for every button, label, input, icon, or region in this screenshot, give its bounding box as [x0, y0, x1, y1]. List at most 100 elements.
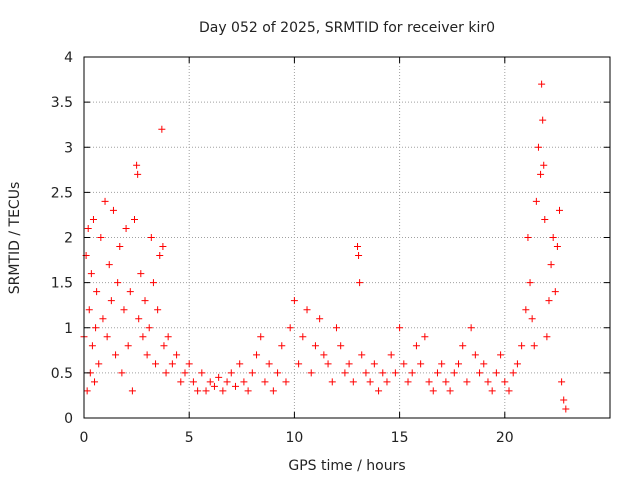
data-point	[375, 387, 383, 395]
data-point	[391, 369, 399, 377]
data-point	[425, 378, 433, 386]
data-point	[253, 351, 261, 359]
data-point	[341, 369, 349, 377]
data-point	[539, 116, 547, 124]
data-point	[455, 360, 463, 368]
x-tick-label: 15	[391, 430, 409, 446]
data-point	[545, 297, 553, 305]
data-point	[459, 342, 467, 350]
data-point	[358, 351, 366, 359]
data-point	[463, 378, 471, 386]
data-point	[92, 324, 100, 332]
data-point	[269, 387, 277, 395]
data-point	[316, 315, 324, 323]
data-point	[412, 342, 420, 350]
data-point	[337, 342, 345, 350]
data-point	[396, 324, 404, 332]
data-point	[354, 243, 362, 251]
data-point	[295, 360, 303, 368]
y-tick-label: 2	[64, 231, 73, 247]
data-point	[149, 279, 157, 287]
data-point	[105, 261, 113, 269]
data-point	[553, 243, 561, 251]
data-point	[558, 378, 566, 386]
data-point	[532, 197, 540, 205]
data-point	[133, 161, 141, 169]
data-point	[164, 333, 172, 341]
data-point	[215, 373, 223, 381]
x-tick-label: 0	[80, 430, 89, 446]
data-point	[320, 351, 328, 359]
data-point	[122, 224, 130, 232]
data-point	[89, 215, 97, 223]
data-point	[556, 206, 564, 214]
y-tick-label: 2.5	[51, 185, 73, 201]
data-point	[524, 234, 532, 241]
data-point	[324, 360, 332, 368]
data-point	[83, 387, 91, 395]
data-point	[128, 387, 136, 395]
data-point	[560, 396, 568, 404]
data-point	[497, 351, 505, 359]
data-point	[290, 297, 298, 305]
data-point	[120, 306, 128, 314]
data-point	[135, 315, 143, 323]
y-axis-label: SRMTID / TECUs	[7, 182, 23, 295]
data-point	[400, 360, 408, 368]
data-point	[159, 243, 167, 251]
data-point	[274, 369, 282, 377]
data-point	[547, 261, 555, 269]
data-point	[356, 279, 364, 287]
data-point	[549, 234, 557, 241]
x-axis-label: GPS time / hours	[288, 458, 405, 474]
data-point	[156, 252, 164, 260]
data-point	[109, 206, 117, 214]
data-point	[154, 306, 162, 314]
x-tick-label: 20	[496, 430, 514, 446]
data-point	[450, 369, 458, 377]
data-point	[433, 369, 441, 377]
data-point	[107, 297, 115, 305]
data-point	[95, 360, 103, 368]
data-point	[101, 197, 109, 205]
data-point	[421, 333, 429, 341]
x-tick-label: 10	[285, 430, 303, 446]
data-point	[265, 360, 273, 368]
data-point	[328, 378, 336, 386]
data-point	[534, 143, 542, 151]
data-point	[484, 378, 492, 386]
data-point	[99, 315, 107, 323]
grid-lines	[84, 57, 610, 418]
y-tick-label: 3	[64, 140, 73, 156]
data-point	[530, 342, 538, 350]
data-point	[141, 297, 149, 305]
y-tick-label: 4	[64, 50, 73, 66]
data-point	[528, 315, 536, 323]
data-point	[311, 342, 319, 350]
data-point	[349, 378, 357, 386]
data-point	[355, 252, 363, 260]
data-point	[522, 306, 530, 314]
data-point	[143, 351, 151, 359]
data-point	[152, 360, 160, 368]
data-point	[85, 306, 93, 314]
data-point	[189, 378, 197, 386]
data-point	[248, 369, 256, 377]
data-point	[231, 382, 239, 390]
data-point	[227, 369, 235, 377]
data-point	[181, 369, 189, 377]
data-point	[124, 342, 132, 350]
data-point	[429, 387, 437, 395]
y-tick-label: 3.5	[51, 95, 73, 111]
data-point	[307, 369, 315, 377]
data-point	[145, 324, 153, 332]
data-point	[91, 378, 99, 386]
data-point	[383, 378, 391, 386]
data-point	[332, 324, 340, 332]
data-point	[112, 351, 120, 359]
data-point	[537, 170, 545, 178]
data-point	[408, 369, 416, 377]
data-point	[244, 387, 252, 395]
y-tick-label: 0.5	[51, 366, 73, 382]
